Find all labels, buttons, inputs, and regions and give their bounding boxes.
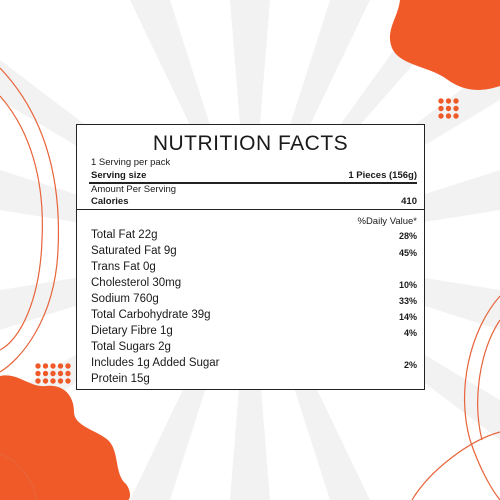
nutrient-dv: 28% — [398, 231, 417, 241]
nutrient-label: Saturated Fat 9g — [91, 245, 177, 257]
amount-per-serving: Amount Per Serving — [91, 184, 177, 195]
nutrient-label: Cholesterol 30mg — [91, 277, 182, 289]
serving-size-value: 1 Pieces (156g) — [348, 170, 417, 181]
calories-value: 410 — [401, 196, 417, 207]
calories-label: Calories — [91, 196, 129, 207]
divider-calories — [77, 209, 424, 210]
nutrient-dv: 45% — [398, 248, 417, 258]
nutrient-dv: 4% — [403, 328, 417, 338]
serving-size-label: Serving size — [91, 170, 147, 181]
nutrient-label: Total Fat 22g — [91, 229, 158, 241]
nutrient-label: Includes 1g Added Sugar — [91, 357, 220, 369]
nutrient-label: Sodium 760g — [91, 293, 159, 305]
daily-value-header: %Daily Value* — [357, 216, 418, 227]
nutrition-title: NUTRITION FACTS — [152, 132, 349, 155]
nutrient-dv: 14% — [398, 312, 417, 322]
nutrient-dv: 10% — [398, 280, 417, 290]
nutrient-dv: 2% — [403, 360, 417, 370]
decorative-curves — [0, 67, 500, 500]
nutrient-label: Trans Fat 0g — [91, 261, 156, 273]
nutrient-label: Total Sugars 2g — [91, 341, 171, 353]
dot-grid-right — [438, 98, 459, 119]
nutrient-dv: 33% — [398, 296, 417, 306]
nutrition-facts-panel: NUTRITION FACTS 1 Serving per pack Servi… — [76, 124, 425, 390]
divider-thick — [89, 182, 417, 184]
bottom-left-blob — [0, 375, 130, 500]
dot-grid-left — [35, 363, 71, 384]
nutrient-label: Total Carbohydrate 39g — [91, 309, 211, 321]
top-right-blob — [389, 0, 500, 90]
nutrient-label: Protein 15g — [91, 373, 150, 385]
servings-per-pack: 1 Serving per pack — [91, 157, 171, 168]
nutrient-label: Dietary Fibre 1g — [91, 325, 173, 337]
